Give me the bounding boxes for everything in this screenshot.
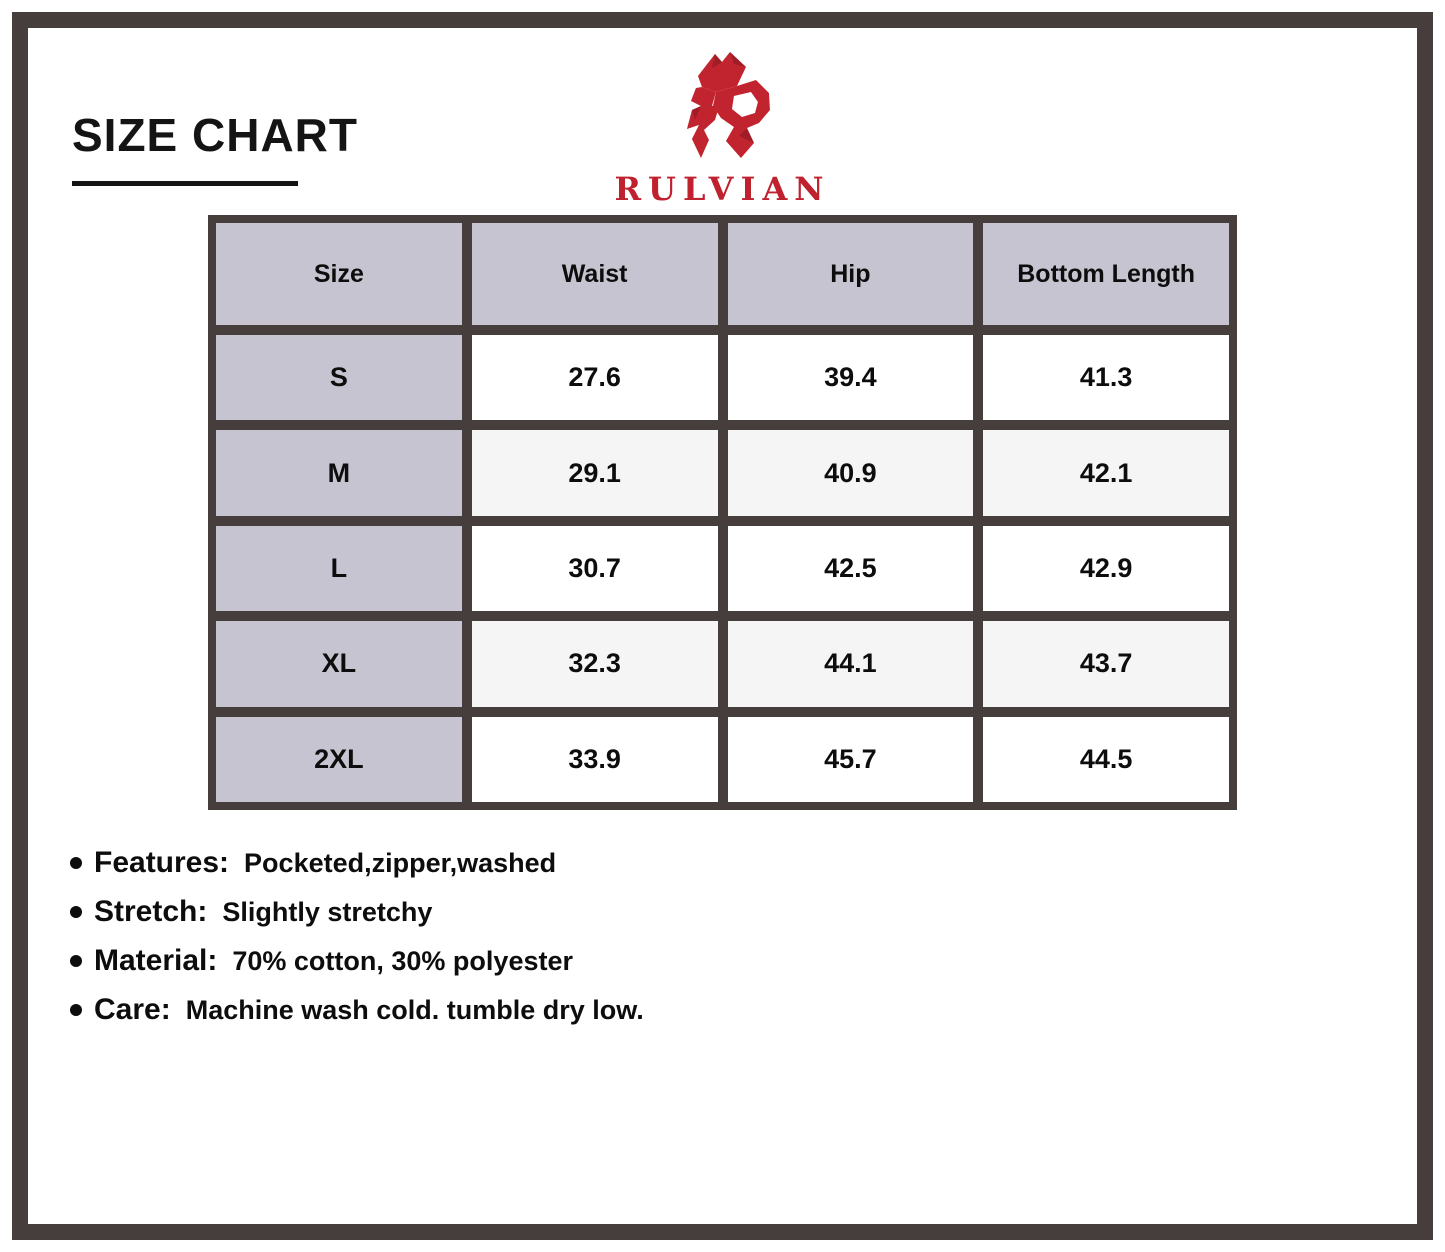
detail-value: Machine wash cold. tumble dry low. <box>185 994 644 1025</box>
brand-logo: RULVIAN <box>614 46 830 208</box>
size-label-s: S <box>216 335 462 421</box>
value-2xl-waist: 33.9 <box>471 716 718 802</box>
value-2xl-bottom-length: 44.5 <box>983 716 1229 802</box>
detail-row-stretch: Stretch: Slightly stretchy <box>70 895 644 929</box>
detail-label: Features: <box>94 846 230 879</box>
size-label-l: L <box>216 525 462 612</box>
value-s-bottom-length: 41.3 <box>983 335 1229 421</box>
value-l-bottom-length: 42.9 <box>983 525 1229 612</box>
detail-label: Material: <box>94 944 218 977</box>
value-m-waist: 29.1 <box>471 430 718 516</box>
value-xl-hip: 44.1 <box>727 621 974 707</box>
title-underline <box>72 181 298 186</box>
size-chart-table: Size Waist Hip Bottom Length S 27.6 39.4… <box>208 215 1237 810</box>
value-s-waist: 27.6 <box>471 335 718 421</box>
detail-label: Care: <box>94 993 171 1026</box>
detail-value: Slightly stretchy <box>222 896 433 927</box>
value-xl-waist: 32.3 <box>471 621 718 707</box>
value-m-hip: 40.9 <box>727 430 974 516</box>
value-l-waist: 30.7 <box>471 525 718 612</box>
column-header-hip: Hip <box>727 223 974 325</box>
detail-value: 70% cotton, 30% polyester <box>232 945 573 976</box>
brand-logo-icon <box>666 46 778 168</box>
size-label-m: M <box>216 430 462 516</box>
value-xl-bottom-length: 43.7 <box>983 621 1229 707</box>
value-2xl-hip: 45.7 <box>727 716 974 802</box>
bullet-icon <box>70 857 82 869</box>
brand-name: RULVIAN <box>614 170 831 208</box>
detail-row-care: Care: Machine wash cold. tumble dry low. <box>70 993 644 1027</box>
value-s-hip: 39.4 <box>727 335 974 421</box>
detail-row-material: Material: 70% cotton, 30% polyester <box>70 944 644 978</box>
value-m-bottom-length: 42.1 <box>983 430 1229 516</box>
bullet-icon <box>70 906 82 918</box>
detail-label: Stretch: <box>94 895 208 928</box>
size-label-xl: XL <box>216 621 462 707</box>
product-details-list: Features: Pocketed,zipper,washed Stretch… <box>70 846 644 1027</box>
bullet-icon <box>70 1004 82 1016</box>
column-header-bottom-length: Bottom Length <box>983 223 1229 325</box>
detail-value: Pocketed,zipper,washed <box>244 847 557 878</box>
bullet-icon <box>70 955 82 967</box>
value-l-hip: 42.5 <box>727 525 974 612</box>
size-label-2xl: 2XL <box>216 716 462 802</box>
page-title: SIZE CHART <box>72 109 358 161</box>
column-header-waist: Waist <box>471 223 718 325</box>
column-header-size: Size <box>216 223 462 325</box>
detail-row-features: Features: Pocketed,zipper,washed <box>70 846 644 880</box>
